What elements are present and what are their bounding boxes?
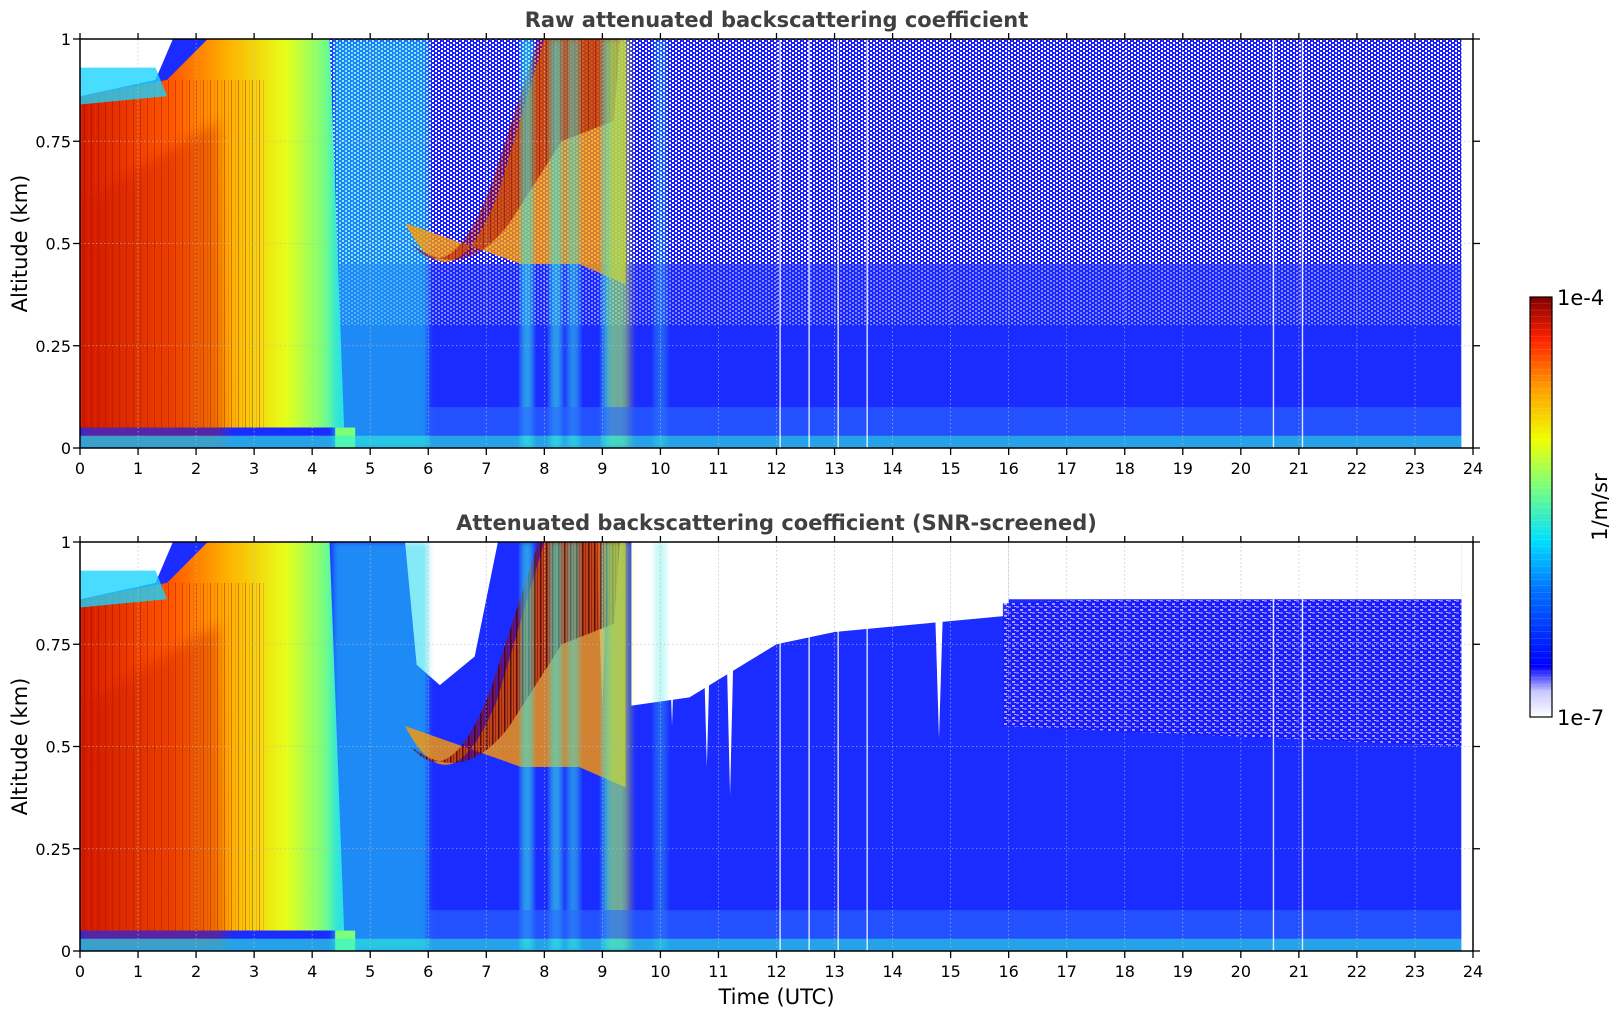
x-tick-label: 12 [766,459,786,478]
x-tick-label: 0 [75,962,85,981]
x-tick-label: 14 [882,962,902,981]
x-tick-label: 23 [1405,459,1425,478]
x-tick-label: 10 [650,962,670,981]
x-tick-label: 8 [539,459,549,478]
x-tick-label: 0 [75,459,85,478]
x-tick-label: 10 [650,459,670,478]
x-tick-label: 12 [766,962,786,981]
heatmap-field [80,39,1473,448]
x-tick-label: 6 [423,459,433,478]
panel-1: 0 1 2 3 4 5 6 7 8 9 10 11 12 13 14 15 16 17 18 19 20 21 22 23 24… [8,8,1483,478]
x-tick-label: 14 [882,459,902,478]
y-tick-label: 0.75 [35,635,71,654]
x-tick-label: 17 [1057,962,1077,981]
x-tick-label: 24 [1463,459,1483,478]
y-tick-label: 1 [61,533,71,552]
x-tick-label: 18 [1115,962,1135,981]
x-tick-label: 11 [708,459,728,478]
x-tick-label: 13 [824,459,844,478]
y-tick-label: 0.5 [46,235,71,254]
y-axis-label: Altitude (km) [8,678,32,816]
grid [80,39,1473,448]
x-tick-label: 6 [423,962,433,981]
x-axis-label: Time (UTC) [717,985,834,1009]
x-tick-label: 23 [1405,962,1425,981]
x-tick-label: 3 [249,962,259,981]
x-tick-label: 5 [365,459,375,478]
x-tick-label: 2 [191,962,201,981]
colorbar-gradient [1530,297,1552,717]
x-tick-label: 15 [940,459,960,478]
y-axis-label: Altitude (km) [8,175,32,313]
x-tick-label: 21 [1289,459,1309,478]
x-tick-label: 24 [1463,962,1483,981]
x-tick-label: 20 [1231,459,1251,478]
x-tick-label: 11 [708,962,728,981]
x-tick-label: 19 [1173,459,1193,478]
x-tick-label: 7 [481,459,491,478]
y-tick-label: 0 [61,439,71,458]
panel-2: 0 1 2 3 4 5 6 7 8 9 10 11 12 13 14 15 16 17 18 19 20 21 22 23 24… [8,511,1483,1009]
y-tick-label: 0 [61,942,71,961]
y-tick-label: 0.5 [46,738,71,757]
chart-title: Attenuated backscattering coefficient (S… [456,511,1097,535]
x-tick-label: 2 [191,459,201,478]
x-tick-label: 4 [307,459,317,478]
y-tick-label: 0.75 [35,132,71,151]
y-tick-label: 0.25 [35,337,71,356]
chart-title: Raw attenuated backscattering coefficien… [525,8,1029,32]
x-tick-label: 16 [998,962,1018,981]
x-tick-label: 16 [998,459,1018,478]
colorbar-frame [1529,296,1553,718]
x-tick-label: 8 [539,962,549,981]
x-tick-label: 22 [1347,962,1367,981]
colorbar-unit-label: 1/m/sr [1588,473,1612,541]
grid [80,542,1473,951]
x-tick-label: 20 [1231,962,1251,981]
ticks: 0 1 2 3 4 5 6 7 8 9 10 11 12 13 14 15 16 17 18 19 20 21 22 23 24… [35,30,1483,478]
x-tick-label: 5 [365,962,375,981]
x-tick-label: 17 [1057,459,1077,478]
x-tick-label: 9 [597,962,607,981]
ticks: 0 1 2 3 4 5 6 7 8 9 10 11 12 13 14 15 16 17 18 19 20 21 22 23 24… [35,533,1483,981]
x-tick-label: 3 [249,459,259,478]
colorbar-max-label: 1e-4 [1557,286,1604,310]
x-tick-label: 22 [1347,459,1367,478]
x-tick-label: 21 [1289,962,1309,981]
x-tick-label: 4 [307,962,317,981]
x-tick-label: 13 [824,962,844,981]
x-tick-label: 15 [940,962,960,981]
colorbar-min-label: 1e-7 [1557,706,1604,730]
colorbar: 1e-4 1e-7 1/m/sr [1529,286,1612,730]
y-tick-label: 0.25 [35,840,71,859]
x-tick-label: 1 [133,962,143,981]
x-tick-label: 19 [1173,962,1193,981]
heatmap-field [80,542,1473,951]
x-tick-label: 7 [481,962,491,981]
x-tick-label: 1 [133,459,143,478]
x-tick-label: 9 [597,459,607,478]
x-tick-label: 18 [1115,459,1135,478]
y-tick-label: 1 [61,30,71,49]
